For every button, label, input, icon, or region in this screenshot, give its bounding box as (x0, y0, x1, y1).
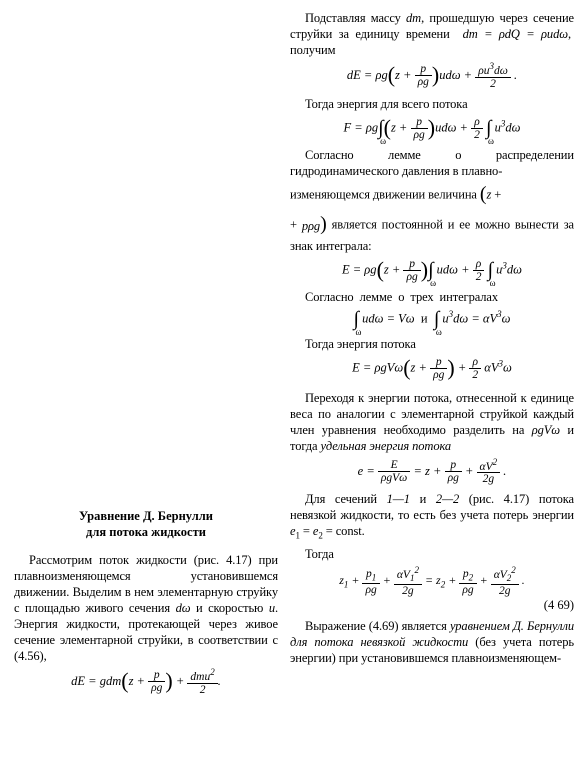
right-p8: Тогда (290, 546, 574, 562)
right-p6: Переходя к энергии потока, отнесенной к … (290, 390, 574, 454)
right-p3a: Согласно лемме о распределении гидродина… (290, 147, 574, 179)
left-paragraph-1: Рассмотрим поток жидкости (рис. 4.17) пр… (14, 552, 278, 664)
eq-dE: dE = ρg(z + pρg)udω + ρu3dω2 . (290, 62, 574, 90)
section-heading: Уравнение Д. Бернулли для потока жидкост… (14, 508, 278, 540)
left-equation-dE: dE = gdm(z + pρg) + dmu22. (14, 668, 278, 696)
eq-F: F = ρg∫ω(z + pρg)udω + ρ2 ∫ω u3dω (290, 116, 574, 141)
right-p4: Согласно лемме о трех интегралах (290, 289, 574, 305)
eq-lemma: ∫ω udω = Vω и ∫ω u3dω = αV3ω (290, 309, 574, 330)
eq-E1: E = ρg(z + pρg)∫ω udω + ρ2 ∫ω u3dω (290, 258, 574, 283)
eq-E2: E = ρgVω(z + pρg) + ρ2 αV3ω (290, 356, 574, 381)
left-spacer (14, 10, 278, 508)
eq-bernoulli: z1 + p1ρg + αV122g = z2 + p2ρg + αV222g … (290, 566, 574, 612)
right-p2: Тогда энергия для всего потока (290, 96, 574, 112)
right-p3c: + pρg) является постоянной и ее можно вы… (290, 213, 574, 255)
right-p1: Подставляя массу dm, прошедшую через сеч… (290, 10, 574, 58)
right-column: Подставляя массу dm, прошедшую через сеч… (290, 10, 574, 702)
eq-number: (4 69) (290, 599, 574, 612)
right-p5: Тогда энергия потока (290, 336, 574, 352)
left-column: Уравнение Д. Бернулли для потока жидкост… (14, 10, 278, 702)
right-p7: Для сечений 1—1 и 2—2 (рис. 4.17) потока… (290, 491, 574, 542)
eq-e: e = EρgVω = z + pρg + αV22g . (290, 458, 574, 486)
right-p3b: изменяющемся движении величина (z + (290, 183, 574, 209)
heading-line-2: для потока жидкости (86, 525, 206, 539)
heading-line-1: Уравнение Д. Бернулли (79, 509, 213, 523)
page: Уравнение Д. Бернулли для потока жидкост… (0, 0, 588, 712)
right-p9: Выражение (4.69) является уравнением Д. … (290, 618, 574, 666)
